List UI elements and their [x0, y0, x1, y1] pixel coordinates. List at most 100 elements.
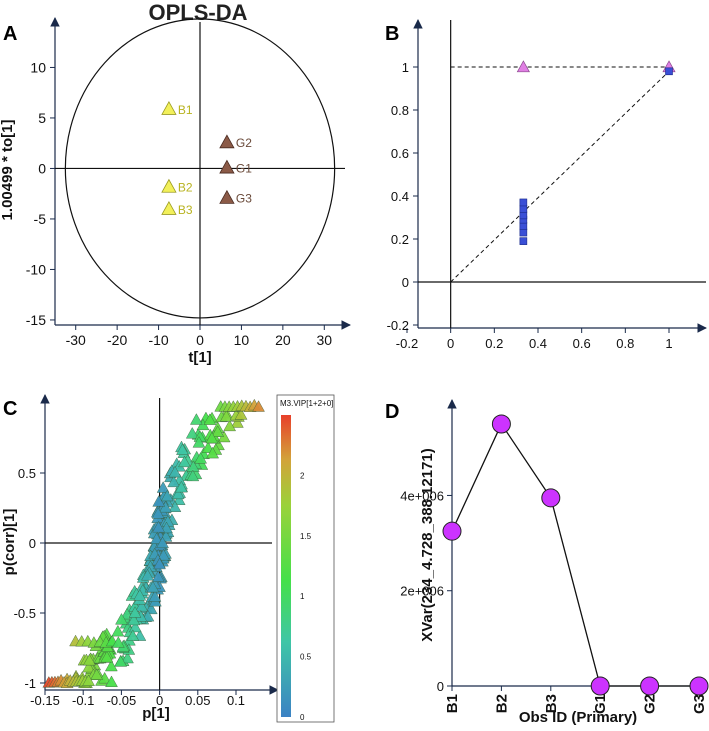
panel-a-xtick-label: 30	[316, 332, 332, 348]
panel-c-variable-point	[104, 659, 118, 672]
panel-b-ytick-label: 0.4	[391, 189, 409, 204]
panel-c-variable-point	[114, 655, 127, 667]
panel-b-q2-point	[665, 67, 673, 76]
panel-c-variable-point	[121, 651, 134, 664]
panel-d-xtick-label: B2	[493, 694, 510, 713]
panel-c-xtick-label: -0.15	[30, 693, 60, 708]
panel-c-ytick-label: -1	[24, 676, 36, 691]
panel-d-ylabel: XVar(234_4.728_388.12171)	[419, 448, 436, 642]
panel-a-point-g2	[219, 134, 235, 149]
panel-c-variable-point	[206, 446, 219, 459]
panel-c-variable-point	[133, 589, 147, 601]
colorbar-tick-label: 2	[300, 471, 305, 480]
panel-c-variable-point	[172, 493, 186, 505]
panel-c-variable-point	[185, 427, 199, 439]
panel-a-ytick-label: 5	[38, 110, 46, 126]
panel-c-variable-point	[128, 620, 142, 633]
panel-b-xtick-label: 0	[447, 336, 454, 351]
panel-d-line-plot: Obs ID (Primary) XVar(234_4.728_388.1217…	[400, 399, 709, 726]
panel-a-xlabel: t[1]	[188, 349, 211, 366]
panel-a-point-g1	[219, 159, 235, 174]
panel-a-ytick-label: -15	[26, 312, 46, 328]
panel-b-ytick-label: -0.2	[387, 318, 409, 333]
colorbar-tick-label: 1	[300, 592, 305, 601]
panel-c-variable-point	[153, 557, 166, 570]
panel-c-variable-point	[115, 613, 128, 625]
panel-c-ytick-label: -0.5	[14, 606, 36, 621]
panel-label-c: C	[3, 398, 17, 420]
panel-c-variable-point	[190, 413, 203, 425]
panel-c-variable-point	[152, 520, 165, 533]
panel-c-variable-point	[160, 489, 174, 502]
panel-b-ytick-label: 1	[402, 60, 409, 75]
panel-d-point-g1	[590, 676, 610, 696]
panel-a-ytick-label: 0	[38, 160, 46, 176]
panel-c-variable-point	[175, 480, 188, 493]
panel-c-variable-point	[186, 469, 200, 482]
panel-c-variable-point	[157, 548, 170, 561]
panel-label-a: A	[3, 23, 17, 45]
panel-d-xtick-label: G2	[642, 694, 659, 714]
panel-c-variable-point	[128, 606, 142, 618]
panel-c-variable-point	[167, 475, 181, 488]
panel-b-permutation-plot: -0.2 0 0.2 0.4 0.6 0.8 1 -0.2 0 0.2 0.4 0.6 0.8 1	[387, 19, 707, 351]
colorbar-tick-label: 0	[300, 713, 305, 722]
panel-b-q2-point	[519, 198, 528, 207]
panel-b-xtick-label: -0.2	[396, 336, 418, 351]
panel-b-xtick-label: 0.4	[529, 336, 547, 351]
panel-c-variable-point	[234, 408, 248, 420]
panel-a-point-b2	[161, 178, 177, 193]
panel-c-s-plot: p[1] p(corr)[1] -0.15 -0.1 -0.05 0 0.05 0.1 -1…	[1, 394, 335, 723]
panel-c-variable-point	[141, 568, 154, 581]
panel-b-q2-intercept-line	[450, 70, 670, 283]
panel-c-variable-point	[135, 599, 148, 612]
panel-a-score-plot: OPLS-DA t[1] 1.00499 * to[1] -30 -20 -10 0 1…	[0, 0, 351, 366]
panel-d-ytick-label: 4e+006	[400, 488, 444, 503]
panel-d-point-b2	[491, 414, 511, 434]
colorbar-tick-label: 0.5	[300, 653, 312, 662]
panel-d-point-b1	[442, 521, 462, 541]
panel-c-variable-point	[171, 487, 185, 500]
panel-c-variable-point	[83, 653, 96, 666]
panel-d-xtick-label: B3	[543, 694, 560, 713]
panel-c-variable-point	[151, 507, 165, 519]
panel-d-point-g2	[640, 676, 660, 696]
panel-b-q2-point	[519, 222, 528, 230]
panel-b-xtick-label: 1	[665, 336, 672, 351]
panel-c-xtick-label: -0.1	[72, 693, 94, 708]
panel-a-point-label: B1	[178, 103, 193, 117]
panel-c-variable-point	[150, 532, 163, 544]
panel-c-xtick-label: -0.05	[107, 693, 137, 708]
panel-b-ytick-label: 0	[402, 275, 409, 290]
panel-a-point-label: B2	[178, 181, 193, 195]
panel-c-variable-point	[105, 675, 118, 687]
panel-b-q2-point	[519, 237, 528, 245]
panel-a-point-b1	[161, 101, 177, 115]
panel-c-variable-point	[112, 636, 125, 648]
panel-c-variable-point	[126, 629, 140, 641]
panel-c-variable-point	[223, 419, 236, 432]
panel-c-variable-point	[231, 416, 244, 428]
panel-b-r2-point	[516, 60, 530, 73]
panel-d-ytick-label: 2e+006	[400, 584, 444, 599]
panel-a-xtick-label: -30	[66, 332, 86, 348]
panel-c-ylabel: p(corr)[1]	[1, 509, 18, 576]
panel-c-xlabel: p[1]	[142, 705, 170, 722]
panel-a-ytick-label: 10	[30, 59, 46, 75]
panel-c-variable-point	[156, 481, 170, 493]
panel-a-point-label: B3	[178, 203, 193, 217]
panel-c-ytick-label: 0	[29, 536, 36, 551]
panel-c-variable-point	[151, 570, 165, 582]
panel-a-title: OPLS-DA	[149, 0, 248, 25]
panel-b-ytick-label: 0.2	[391, 232, 409, 247]
panel-c-variable-point	[100, 650, 114, 663]
panel-a-xtick-label: 0	[196, 332, 204, 348]
panel-c-variable-point	[82, 660, 95, 673]
panel-c-variable-point	[111, 624, 125, 637]
panel-c-variable-point	[205, 431, 219, 444]
panel-c-colorbar: M3.VIP[1+2+0] 0 0.5 1 1.5 2	[276, 394, 335, 723]
panel-c-variable-point	[82, 674, 95, 686]
panel-c-variable-point	[176, 443, 189, 455]
panel-c-variable-point	[252, 400, 265, 412]
